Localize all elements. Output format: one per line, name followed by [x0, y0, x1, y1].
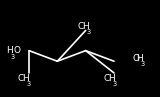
- Text: H: H: [22, 74, 29, 83]
- Text: H: H: [108, 74, 115, 83]
- Text: C: C: [78, 22, 84, 31]
- Text: C: C: [104, 74, 110, 83]
- Text: 3: 3: [11, 54, 15, 60]
- Text: C: C: [18, 74, 24, 83]
- Text: 3: 3: [86, 29, 91, 35]
- Text: H: H: [82, 22, 89, 31]
- Text: 3: 3: [112, 81, 117, 87]
- Text: O: O: [14, 46, 21, 55]
- Text: 3: 3: [141, 61, 145, 67]
- Text: H: H: [136, 54, 143, 63]
- Text: 3: 3: [26, 81, 30, 87]
- Text: O: O: [132, 54, 139, 63]
- Text: H: H: [6, 46, 13, 55]
